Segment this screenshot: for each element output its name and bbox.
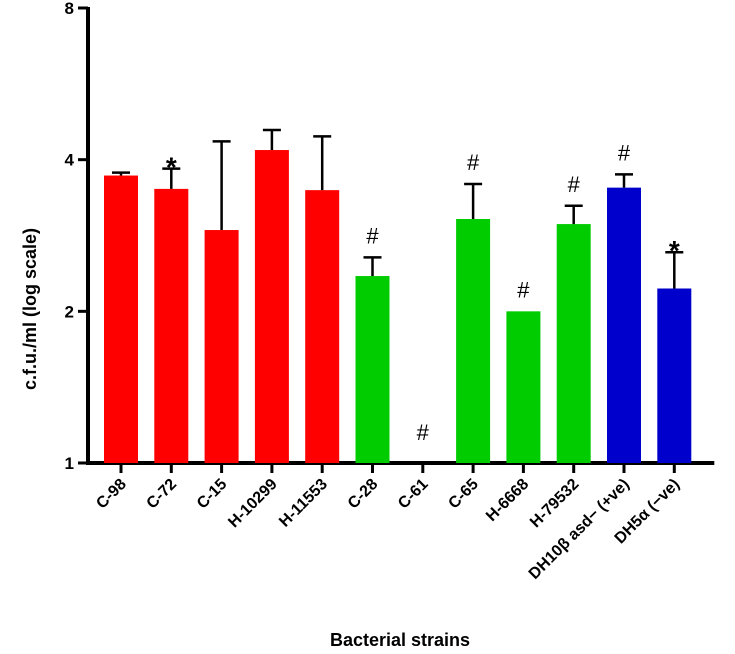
bar-c-98: [104, 175, 138, 463]
x-category-label: H-10299: [225, 476, 280, 531]
bar-h-11553: [305, 190, 340, 463]
significance-hash: #: [467, 150, 480, 175]
x-category-label: H-11553: [276, 476, 331, 531]
y-tick-label: 4: [65, 151, 75, 170]
significance-star: *: [669, 235, 680, 266]
y-tick-label: 2: [65, 302, 74, 321]
significance-hash: #: [366, 223, 379, 248]
x-axis: [86, 461, 715, 473]
bar-h-6668: [506, 311, 541, 463]
bar-c-28: [355, 276, 390, 463]
significance-star: *: [166, 152, 177, 183]
bar-c-72: [154, 188, 189, 463]
y-tick-label: 1: [65, 454, 74, 473]
x-category-label: H-6668: [483, 476, 532, 525]
significance-hash: #: [517, 277, 530, 302]
y-axis: 1 2 4 8: [65, 0, 90, 473]
x-axis-title: Bacterial strains: [330, 630, 470, 650]
x-category-label: C-72: [144, 476, 181, 513]
bar-c-65: [456, 218, 491, 463]
bar-dh10-asd-ve-: [607, 187, 641, 463]
bar-h-10299: [254, 150, 289, 463]
bars-group: [104, 150, 692, 463]
significance-hash: #: [568, 172, 581, 197]
x-category-label: C-61: [395, 476, 432, 513]
x-category-label: C-65: [445, 476, 482, 513]
y-axis-title: c.f.u./ml (log scale): [20, 228, 40, 390]
significance-hash: #: [417, 420, 430, 445]
y-tick-label: 8: [65, 0, 74, 18]
x-category-label: C-15: [194, 476, 231, 513]
bar-c-15: [204, 230, 239, 463]
x-category-label: C-98: [93, 476, 130, 513]
x-category-label: C-28: [345, 476, 382, 513]
significance-markers-group: * # # # # # # *: [166, 140, 680, 445]
error-bars-group: [112, 128, 684, 289]
bar-dh5-ve-: [657, 288, 692, 463]
significance-hash: #: [618, 140, 631, 165]
bar-h-79532: [556, 224, 591, 463]
